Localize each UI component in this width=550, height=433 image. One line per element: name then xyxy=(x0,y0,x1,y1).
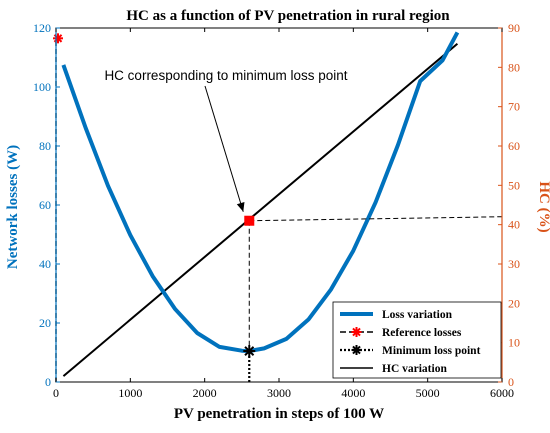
y-axis-left: 0 20 40 60 80 100 120 xyxy=(33,21,60,389)
legend-label: Minimum loss point xyxy=(382,345,481,357)
legend-label: HC variation xyxy=(382,363,447,375)
chart-title: HC as a function of PV penetration in ru… xyxy=(126,8,450,24)
x-axis: 0 1000 2000 3000 4000 5000 6000 xyxy=(53,28,514,400)
loss-variation-curve xyxy=(61,31,460,353)
y-tick-left-label: 100 xyxy=(33,80,51,94)
y-tick-right-label: 70 xyxy=(508,100,520,114)
reference-losses-marker xyxy=(53,33,63,44)
minimum-loss-marker xyxy=(243,345,256,358)
y-axis-right-label: HC (%) xyxy=(536,181,550,232)
y-tick-left-label: 0 xyxy=(45,375,51,389)
x-tick-label: 5000 xyxy=(416,386,440,400)
y-tick-left-label: 40 xyxy=(39,257,51,271)
hc-point-marker xyxy=(244,215,255,226)
y-tick-left-label: 80 xyxy=(39,139,51,153)
x-axis-label: PV penetration in steps of 100 W xyxy=(174,406,384,422)
y-tick-right-label: 60 xyxy=(508,139,520,153)
y-tick-right-label: 20 xyxy=(508,296,520,310)
y-tick-right-label: 0 xyxy=(508,375,514,389)
legend-label: Loss variation xyxy=(382,309,453,321)
hc-point-horizontal-guide xyxy=(249,216,503,222)
x-tick-label: 3000 xyxy=(267,386,291,400)
annotation-text: HC corresponding to minimum loss point xyxy=(104,68,347,83)
annotation-arrow-line xyxy=(204,85,244,212)
annotation-arrow-head xyxy=(236,201,245,212)
y-tick-right-label: 10 xyxy=(508,336,520,350)
x-tick-label: 6000 xyxy=(490,386,514,400)
legend: Loss variation Reference losses Minimum lo… xyxy=(332,301,502,379)
y-tick-right-label: 40 xyxy=(508,218,520,232)
y-tick-left-label: 120 xyxy=(33,21,51,35)
x-tick-label: 1000 xyxy=(118,386,142,400)
y-tick-right-label: 50 xyxy=(508,178,520,192)
x-tick-label: 4000 xyxy=(341,386,365,400)
x-tick-label: 0 xyxy=(53,386,59,400)
y-tick-left-label: 20 xyxy=(39,316,51,330)
y-tick-right-label: 30 xyxy=(508,257,520,271)
annotation-arrow xyxy=(204,85,245,212)
y-tick-right-label: 90 xyxy=(508,21,520,35)
y-axis-right: 0 10 20 30 40 50 60 70 80 90 xyxy=(498,21,520,389)
y-tick-left-label: 60 xyxy=(39,198,51,212)
x-tick-label: 2000 xyxy=(193,386,217,400)
legend-marker xyxy=(351,345,362,355)
y-tick-right-label: 80 xyxy=(508,60,520,74)
y-axis-left-label: Network losses (W) xyxy=(5,145,21,269)
hc-variation-line xyxy=(62,42,459,377)
legend-marker xyxy=(351,327,362,337)
legend-label: Reference losses xyxy=(382,327,462,339)
